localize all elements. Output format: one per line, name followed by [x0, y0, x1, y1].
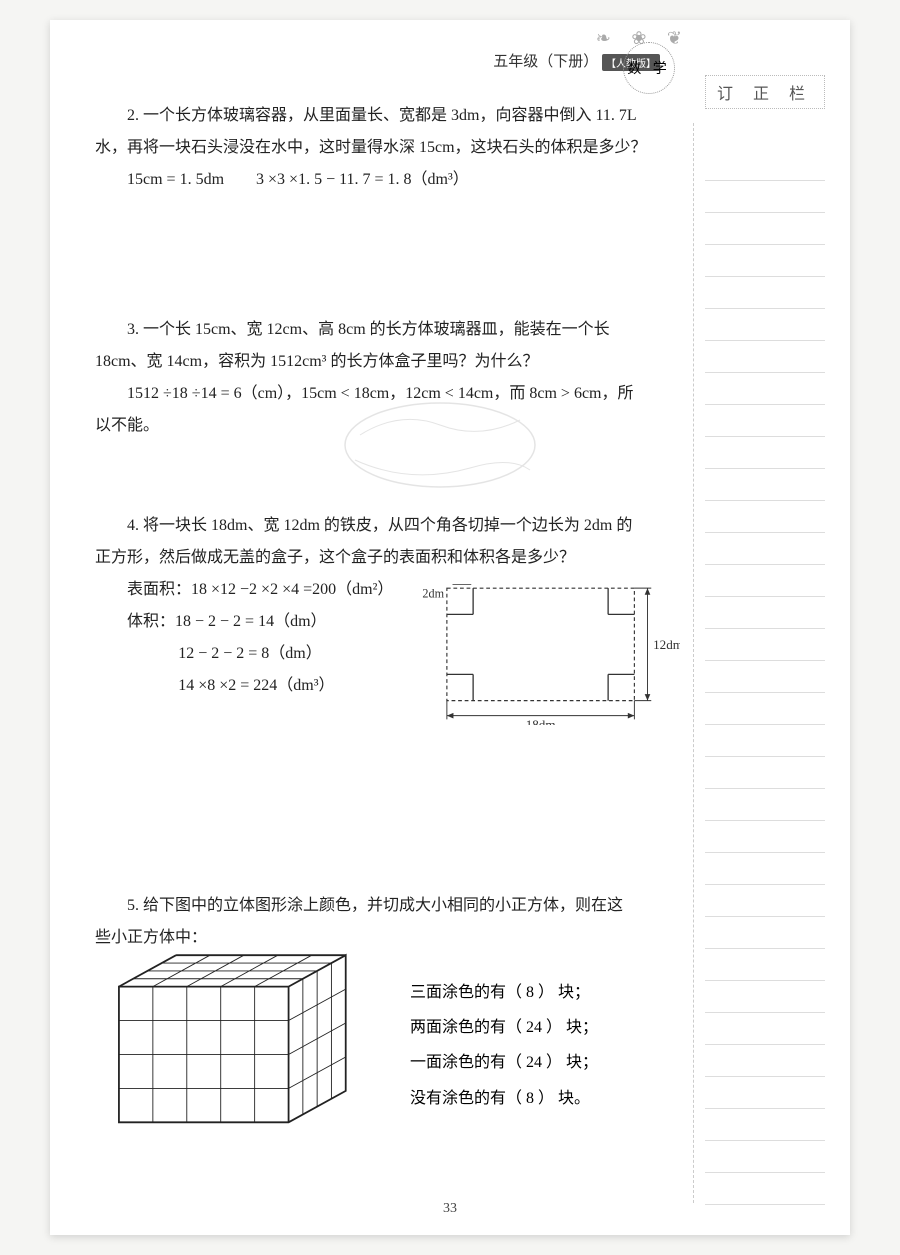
answer-prefix: 一面涂色的有（ — [410, 1054, 522, 1071]
problem-line: 给下图中的立体图形涂上颜色，并切成大小相同的小正方体，则在这 — [143, 897, 623, 914]
correction-line — [705, 917, 825, 949]
problem-number: 4. — [127, 517, 139, 534]
spacer — [95, 800, 685, 890]
answer-suffix: ） 块。 — [538, 1090, 590, 1107]
answer-value: 8 — [526, 984, 534, 1001]
correction-line — [705, 725, 825, 757]
answer-row: 三面涂色的有（ 8 ） 块； — [410, 975, 598, 1010]
correction-line — [705, 149, 825, 181]
answer-line: 1512 ÷18 ÷14 = 6（cm），15cm < 18cm，12cm < … — [127, 378, 685, 410]
spacer — [95, 470, 685, 510]
answer-row: 没有涂色的有（ 8 ） 块。 — [410, 1081, 598, 1116]
correction-line — [705, 885, 825, 917]
problem-line: 一个长 15cm、宽 12cm、高 8cm 的长方体玻璃器皿，能装在一个长 — [143, 321, 610, 338]
answer-line: 以不能。 — [95, 410, 685, 442]
correction-line — [705, 373, 825, 405]
correction-line — [705, 405, 825, 437]
svg-text:2dm: 2dm — [422, 587, 444, 601]
answer-value: 24 — [526, 1019, 542, 1036]
problem-5-answers: 三面涂色的有（ 8 ） 块； 两面涂色的有（ 24 ） 块； 一面涂色的有（ 2… — [410, 975, 598, 1116]
answer-prefix: 没有涂色的有（ — [410, 1090, 522, 1107]
correction-label: 订 正 栏 — [705, 75, 825, 109]
rectangle-cutout-diagram: 18dm 12dm 2dm — [420, 575, 680, 725]
problem-number: 3. — [127, 321, 139, 338]
answer-suffix: ） 块； — [546, 1054, 598, 1071]
page: ❧ ❀ ❦ 五年级（下册） 【人教版】 数 学 订 正 栏 2. 一个长方体玻璃… — [50, 20, 850, 1235]
answer-value: 8 — [526, 1090, 534, 1107]
subject-label: 数 学 — [627, 58, 671, 78]
grade-label: 五年级（下册） — [493, 54, 598, 70]
problem-line: 水，再将一块石头浸没在水中，这时量得水深 15cm，这块石头的体积是多少？ — [95, 132, 685, 164]
problem-number: 2. — [127, 107, 139, 124]
answer-row: 一面涂色的有（ 24 ） 块； — [410, 1045, 598, 1080]
correction-line — [705, 1045, 825, 1077]
answer-prefix: 两面涂色的有（ — [410, 1019, 522, 1036]
correction-line — [705, 1141, 825, 1173]
svg-text:12dm: 12dm — [653, 637, 680, 652]
problem-text: 4. 将一块长 18dm、宽 12dm 的铁皮，从四个角各切掉一个边长为 2dm… — [95, 510, 685, 542]
correction-line — [705, 437, 825, 469]
spacer — [95, 730, 685, 800]
correction-line — [705, 1173, 825, 1205]
correction-line — [705, 597, 825, 629]
answer-row: 两面涂色的有（ 24 ） 块； — [410, 1010, 598, 1045]
answer-line: 15cm = 1. 5dm 3 ×3 ×1. 5 − 11. 7 = 1. 8（… — [127, 164, 685, 196]
correction-lines-container — [705, 149, 825, 1205]
correction-line — [705, 661, 825, 693]
problem-2: 2. 一个长方体玻璃容器，从里面量长、宽都是 3dm，向容器中倒入 11. 7L… — [95, 100, 685, 196]
correction-line — [705, 469, 825, 501]
answer-suffix: ） 块； — [546, 1019, 598, 1036]
correction-line — [705, 341, 825, 373]
correction-line — [705, 213, 825, 245]
cuboid-grid-diagram — [110, 940, 360, 1140]
problem-line: 18cm、宽 14cm，容积为 1512cm³ 的长方体盒子里吗？为什么？ — [95, 346, 685, 378]
problem-line: 正方形，然后做成无盖的盒子，这个盒子的表面积和体积各是多少？ — [95, 542, 685, 574]
correction-line — [705, 245, 825, 277]
problem-3: 3. 一个长 15cm、宽 12cm、高 8cm 的长方体玻璃器皿，能装在一个长… — [95, 314, 685, 442]
correction-line — [705, 565, 825, 597]
correction-line — [705, 181, 825, 213]
correction-line — [705, 949, 825, 981]
answer-value: 24 — [526, 1054, 542, 1071]
correction-line — [705, 821, 825, 853]
problem-number: 5. — [127, 897, 139, 914]
page-number: 33 — [443, 1201, 457, 1217]
problem-text: 3. 一个长 15cm、宽 12cm、高 8cm 的长方体玻璃器皿，能装在一个长 — [95, 314, 685, 346]
correction-line — [705, 533, 825, 565]
correction-line — [705, 629, 825, 661]
correction-line — [705, 277, 825, 309]
problem-text: 2. 一个长方体玻璃容器，从里面量长、宽都是 3dm，向容器中倒入 11. 7L — [95, 100, 685, 132]
subject-circle: 数 学 — [623, 42, 675, 94]
svg-text:18dm: 18dm — [526, 717, 556, 725]
correction-line — [705, 757, 825, 789]
problem-text: 5. 给下图中的立体图形涂上颜色，并切成大小相同的小正方体，则在这 — [95, 890, 685, 922]
correction-divider — [693, 123, 694, 1203]
answer-prefix: 三面涂色的有（ — [410, 984, 522, 1001]
problem-line: 将一块长 18dm、宽 12dm 的铁皮，从四个角各切掉一个边长为 2dm 的 — [143, 517, 632, 534]
correction-line — [705, 981, 825, 1013]
correction-line — [705, 501, 825, 533]
problem-line: 一个长方体玻璃容器，从里面量长、宽都是 3dm，向容器中倒入 11. 7L — [143, 107, 637, 124]
correction-column: 订 正 栏 — [705, 75, 825, 1205]
correction-line — [705, 1077, 825, 1109]
correction-line — [705, 853, 825, 885]
answer-suffix: ） 块； — [538, 984, 590, 1001]
correction-line — [705, 789, 825, 821]
spacer — [95, 224, 685, 314]
correction-line — [705, 693, 825, 725]
correction-line — [705, 1109, 825, 1141]
correction-line — [705, 309, 825, 341]
correction-line — [705, 1013, 825, 1045]
content-area: 2. 一个长方体玻璃容器，从里面量长、宽都是 3dm，向容器中倒入 11. 7L… — [95, 100, 685, 982]
